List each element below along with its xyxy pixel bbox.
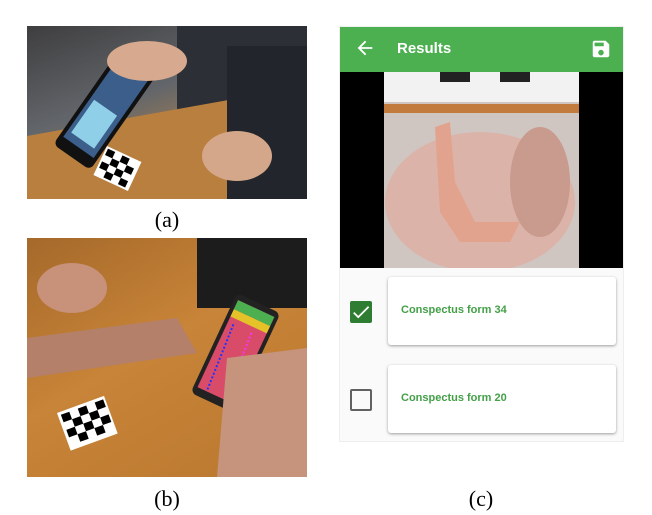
app-bar: Results bbox=[340, 27, 623, 72]
photo-b-illustration bbox=[27, 238, 307, 477]
caption-c: (c) bbox=[468, 486, 494, 511]
camera-preview bbox=[340, 72, 623, 268]
result-label: Conspectus form 20 bbox=[401, 392, 507, 404]
result-card[interactable]: Conspectus form 34 bbox=[388, 277, 616, 345]
caption-b: (b) bbox=[154, 486, 180, 511]
photo-b bbox=[27, 238, 307, 477]
result-card[interactable]: Conspectus form 20 bbox=[388, 365, 616, 433]
save-icon[interactable] bbox=[590, 38, 612, 60]
check-icon bbox=[353, 306, 370, 319]
page-title: Results bbox=[397, 40, 452, 57]
checkbox-checked[interactable] bbox=[350, 301, 372, 323]
camera-preview-image bbox=[384, 72, 579, 268]
photo-a-illustration bbox=[27, 26, 307, 199]
result-label: Conspectus form 34 bbox=[401, 304, 507, 316]
caption-a: (a) bbox=[154, 207, 180, 232]
photo-a bbox=[27, 26, 307, 199]
result-item[interactable]: Conspectus form 20 bbox=[340, 365, 623, 435]
checkbox-unchecked[interactable] bbox=[350, 389, 372, 411]
arrow-back-icon[interactable] bbox=[354, 37, 376, 59]
result-item[interactable]: Conspectus form 34 bbox=[340, 277, 623, 347]
results-screen: Results Conspectus form 34 Cons bbox=[340, 27, 623, 441]
